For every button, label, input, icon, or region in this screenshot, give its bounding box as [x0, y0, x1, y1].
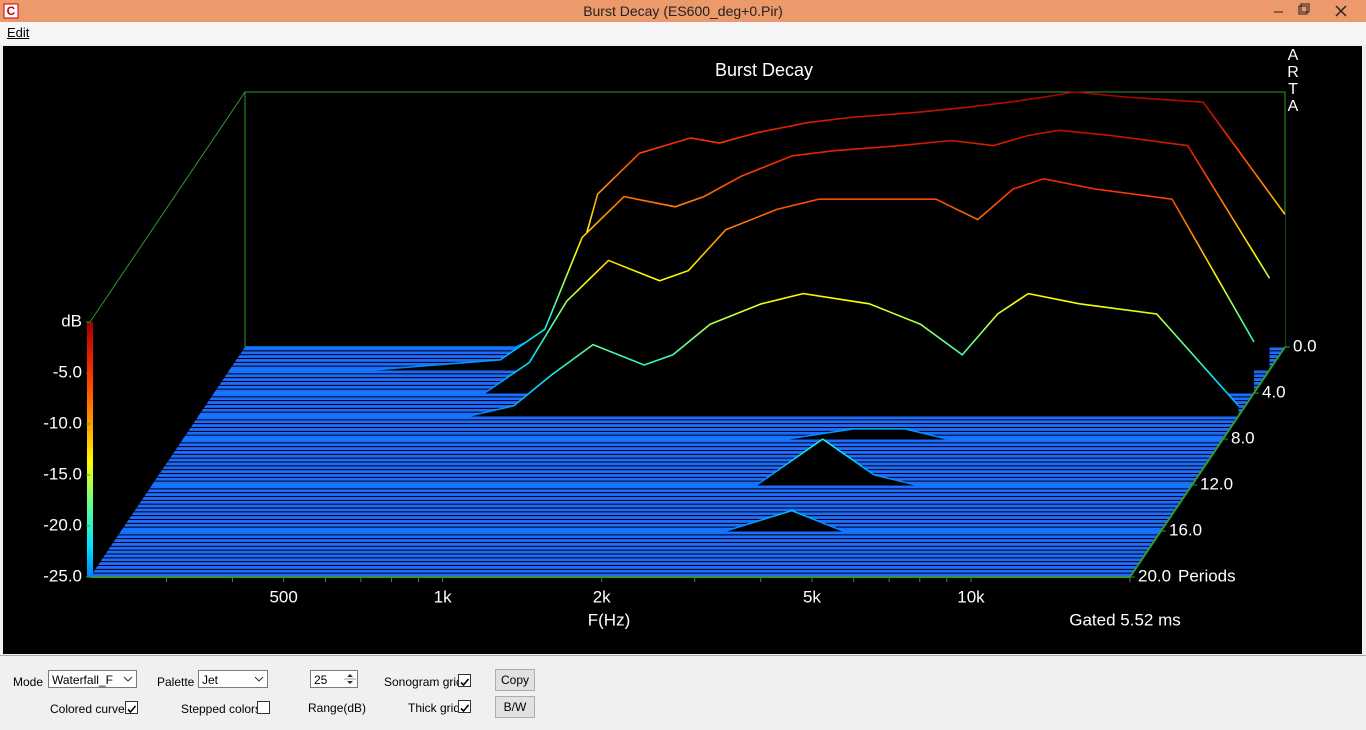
range-spinner[interactable]: 25: [310, 670, 358, 688]
decay-curve: [229, 129, 1271, 371]
decay-curve: [152, 438, 1192, 486]
dropdown-arrow: [254, 676, 264, 682]
window-title: Burst Decay (ES600_deg+0.Pir): [583, 3, 783, 19]
checkbox[interactable]: [125, 701, 138, 714]
checkbox-label: Sonogram grid: [384, 675, 463, 689]
z-tick-label: 4.0: [1262, 382, 1286, 401]
window-buttons[interactable]: [1262, 0, 1366, 22]
decay-curve: [198, 292, 1240, 417]
color-bar: [87, 322, 93, 577]
z-tick-label: 16.0: [1169, 520, 1202, 539]
y-tick-label: -10.0: [43, 413, 82, 432]
range-label: Range(dB): [308, 701, 367, 715]
mode-select[interactable]: Waterfall_F: [48, 670, 137, 688]
menu-item[interactable]: Edit: [7, 25, 30, 40]
checkbox[interactable]: [257, 701, 270, 714]
decay-curve: [183, 427, 1223, 440]
decay-curve: [121, 509, 1161, 532]
x-tick-label: 2k: [593, 587, 611, 606]
z-axis: [1129, 346, 1286, 578]
mode-label: Mode: [13, 675, 44, 689]
dropdown-arrow: [123, 676, 133, 682]
control-panel: Mode Waterfall_F Palette Jet 25 Range(dB) Sono…: [0, 655, 1366, 730]
chart: 500 1k 2k 5k 10k -25.0 -20.0 -15.0 -10.0 -5.0 dB 0.…: [3, 46, 1362, 654]
menu-bar: Edit: [0, 22, 1366, 44]
decay-curve: [214, 177, 1255, 394]
palette-select[interactable]: Jet: [198, 670, 268, 688]
svg-text:C: C: [7, 4, 16, 18]
check-mark: [460, 704, 470, 713]
z-tick-label: 8.0: [1231, 428, 1255, 447]
y-tick-label: -5.0: [53, 362, 82, 381]
checkbox[interactable]: [458, 674, 471, 687]
check-mark: [460, 678, 470, 687]
x-tick-label: 10k: [957, 587, 985, 606]
checkbox-label: Stepped colors: [181, 702, 262, 716]
checkbox-label: Colored curves: [50, 702, 131, 716]
slice-fill: [198, 293, 1239, 416]
button[interactable]: B/W: [495, 696, 535, 718]
y-tick-label: dB: [61, 311, 82, 330]
x-tick-label: 1k: [434, 587, 452, 606]
title-bar: C Burst Decay (ES600_deg+0.Pir): [0, 0, 1366, 22]
dropdown-arrow: [344, 674, 356, 684]
y-tick-label: -20.0: [43, 515, 82, 534]
z-axis-label: Periods: [1178, 566, 1236, 585]
check-mark: [127, 705, 137, 714]
palette-label: Palette: [157, 675, 195, 689]
y-tick-label: -15.0: [43, 464, 82, 483]
x-tick-label: 500: [269, 587, 297, 606]
checkbox[interactable]: [458, 700, 471, 713]
annotation: Gated 5.52 ms: [1069, 610, 1181, 629]
chart-title: Burst Decay: [715, 60, 813, 80]
y-tick-label: -25.0: [43, 566, 82, 585]
checkbox-label: Thick grid: [408, 701, 461, 715]
button[interactable]: Copy: [495, 669, 535, 691]
z-tick-label: 20.0: [1138, 566, 1171, 585]
side-edge: [89, 91, 246, 323]
x-tick-label: 5k: [803, 587, 821, 606]
z-tick-label: 12.0: [1200, 474, 1233, 493]
z-tick-label: 0.0: [1293, 336, 1317, 355]
watermark: ARTA: [1287, 47, 1299, 115]
app-icon: C: [3, 3, 19, 19]
x-axis-label: F(Hz): [588, 610, 630, 629]
